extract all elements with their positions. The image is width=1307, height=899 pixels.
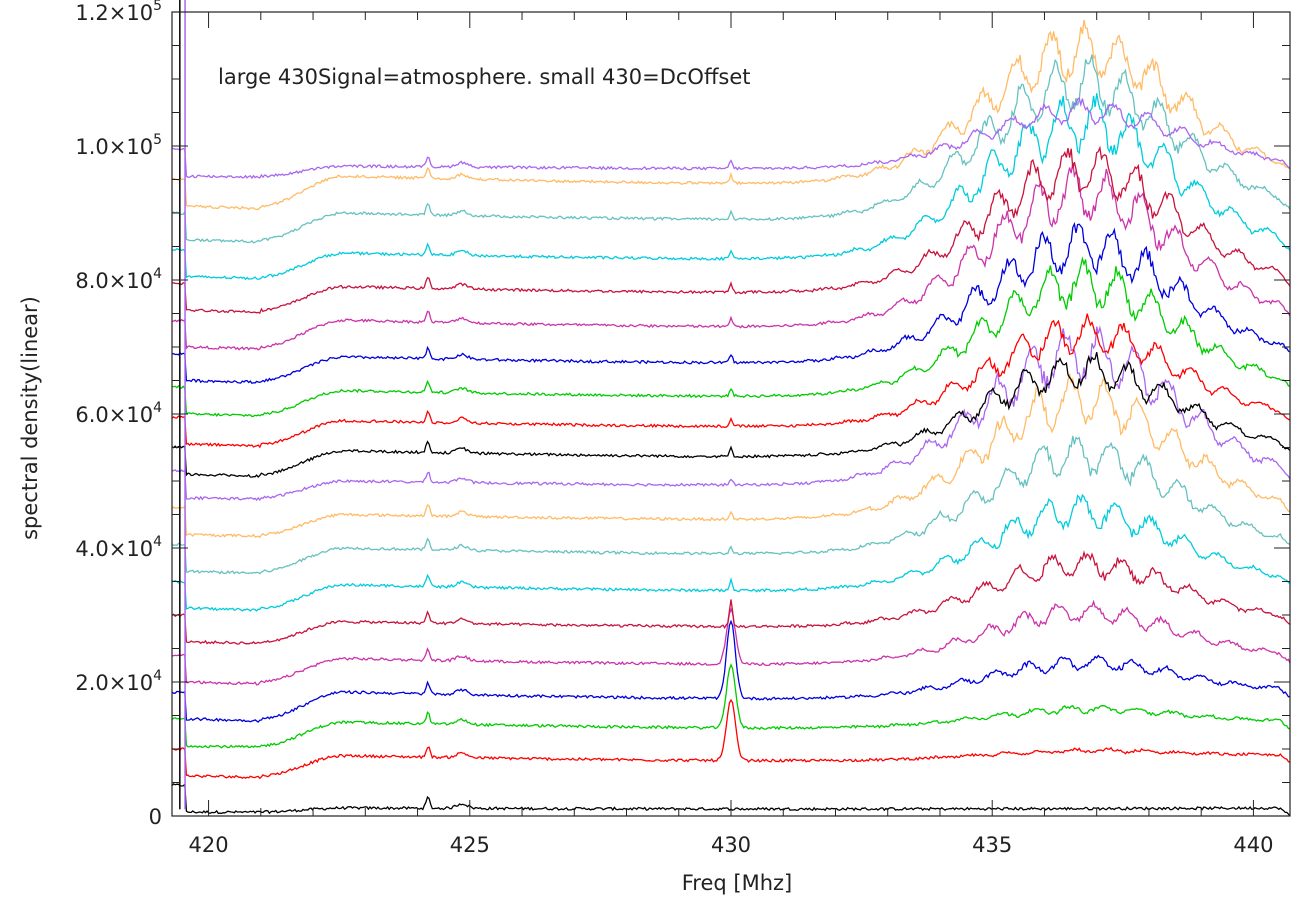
spectrum-trace <box>171 145 1291 314</box>
x-tick-label: 435 <box>972 833 1012 857</box>
spectrum-trace <box>171 698 1291 780</box>
x-tick-label: 425 <box>450 833 490 857</box>
spectrum-trace <box>171 19 1291 211</box>
y-tick-label: 2.0×104 <box>75 668 162 695</box>
x-tick-label: 430 <box>711 833 751 857</box>
y-tick-label: 0 <box>149 805 162 829</box>
spectrum-trace <box>171 325 1291 502</box>
spectrum-trace <box>171 619 1291 723</box>
y-tick-label: 1.2×105 <box>75 0 162 25</box>
plot-frame <box>171 11 1291 817</box>
spectrum-trace <box>171 256 1291 418</box>
spectrum-trace <box>171 162 1291 351</box>
y-tick-label: 8.0×104 <box>75 266 162 293</box>
spectrum-trace <box>171 663 1291 749</box>
spectrum-trace <box>171 93 1291 281</box>
x-axis-title: Freq [Mhz] <box>682 871 793 895</box>
spectrum-trace <box>171 352 1291 478</box>
spectrum-trace <box>171 550 1291 645</box>
y-axis-title: spectral density(linear) <box>18 296 42 540</box>
spectrum-trace <box>171 493 1291 612</box>
spectrum-trace <box>171 599 1291 686</box>
y-tick-label: 4.0×104 <box>75 534 162 561</box>
chart-annotation: large 430Signal=atmosphere. small 430=Dc… <box>218 65 751 89</box>
spectrum-trace <box>171 221 1291 385</box>
x-tick-label: 440 <box>1233 833 1273 857</box>
spectrum-trace <box>171 435 1291 575</box>
series-layer <box>171 0 1291 817</box>
spectrum-trace <box>171 54 1291 244</box>
spectrum-trace <box>171 313 1291 449</box>
spectrum-trace <box>171 373 1291 539</box>
y-tick-label: 1.0×105 <box>75 132 162 159</box>
x-tick-label: 420 <box>189 833 229 857</box>
y-tick-label: 6.0×104 <box>75 400 162 427</box>
spectrum-trace <box>171 97 1291 180</box>
axes-layer: 420 425 430 435 440 0 2.0×104 4.0×104 6.0×104 8.0… <box>75 0 1291 857</box>
